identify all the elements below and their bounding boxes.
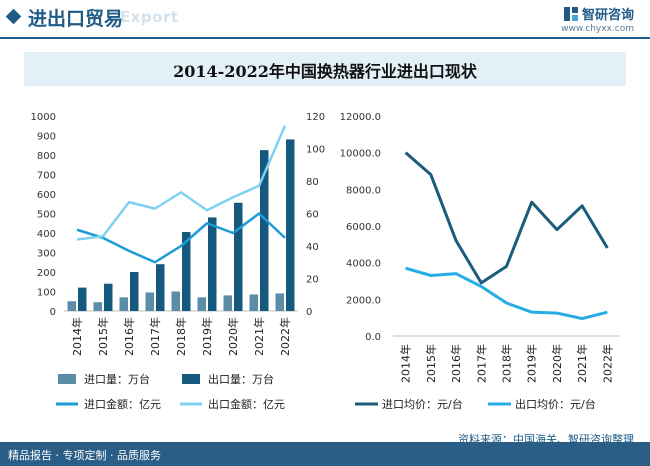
brand-label: 智研咨询 xyxy=(581,8,634,23)
left-x-tick-label: 2020年 xyxy=(226,317,240,356)
header-divider xyxy=(0,37,650,39)
legend-import-amount: 进口金额：亿元 xyxy=(84,397,161,411)
right-y-tick-label: 60 xyxy=(306,210,319,221)
left-x-tick-label: 2018年 xyxy=(174,317,188,356)
left-x-tick-label: 2014年 xyxy=(70,317,84,356)
right-y-tick-label: 100 xyxy=(306,145,325,156)
right-chart-y-tick-label: 8000.0 xyxy=(346,185,381,196)
right-chart-x-tick-label: 2020年 xyxy=(550,344,564,383)
import-volume-bar xyxy=(119,297,128,311)
export-volume-bar xyxy=(78,287,87,311)
import-volume-bar xyxy=(171,291,180,311)
import-volume-bar xyxy=(145,292,154,311)
header-english-watermark: Export xyxy=(120,8,179,26)
left-x-tick-label: 2021年 xyxy=(252,317,266,356)
export-volume-bar xyxy=(234,202,243,311)
left-x-tick-label: 2022年 xyxy=(278,317,292,356)
left-y-tick-label: 700 xyxy=(37,171,56,182)
page-footer: 精品报告 · 专项定制 · 品质服务 xyxy=(0,442,650,466)
brand-logo-icon xyxy=(563,7,578,21)
right-chart-x-tick-label: 2022年 xyxy=(600,344,614,383)
section-title: 进出口贸易 xyxy=(28,8,124,30)
right-chart-x-tick-label: 2019年 xyxy=(525,344,539,383)
export-volume-bar xyxy=(156,264,165,311)
left-y-tick-label: 900 xyxy=(37,132,56,143)
legend-export-volume-swatch xyxy=(182,374,200,384)
export-volume-bar xyxy=(182,232,191,311)
legend-import-volume: 进口量：万台 xyxy=(84,372,150,386)
export-price-line xyxy=(405,266,608,321)
left-y-tick-label: 200 xyxy=(37,268,56,279)
legend-import-price: 进口均价：元/台 xyxy=(382,397,463,411)
brand-name: 智研咨询 xyxy=(563,4,634,23)
import-volume-bar xyxy=(197,297,206,311)
left-y-tick-label: 1000 xyxy=(31,112,56,123)
right-chart-y-tick-label: 2000.0 xyxy=(346,295,381,306)
chart-title-bar xyxy=(24,52,626,86)
right-chart-x-tick-label: 2021年 xyxy=(575,344,589,383)
import-volume-bar xyxy=(67,301,76,311)
right-chart-y-tick-label: 0.0 xyxy=(365,332,381,343)
right-chart-y-tick-label: 12000.0 xyxy=(340,112,381,123)
right-y-tick-label: 80 xyxy=(306,177,319,188)
export-volume-bar xyxy=(260,150,269,311)
import-volume-bar xyxy=(275,293,284,311)
right-y-tick-label: 20 xyxy=(306,275,319,286)
left-y-tick-label: 300 xyxy=(37,249,56,260)
left-y-tick-label: 0 xyxy=(50,307,56,318)
legend-import-volume-swatch xyxy=(58,374,76,384)
legend-export-volume: 出口量：万台 xyxy=(208,372,274,386)
import-volume-bar xyxy=(223,295,232,311)
export-volume-bar xyxy=(286,139,295,311)
right-chart-x-tick-label: 2017年 xyxy=(474,344,488,383)
right-chart-x-tick-label: 2016年 xyxy=(449,344,463,383)
right-y-tick-label: 120 xyxy=(306,112,325,123)
left-y-tick-label: 500 xyxy=(37,210,56,221)
right-chart-y-tick-label: 4000.0 xyxy=(346,259,381,270)
import-volume-bar xyxy=(249,294,258,311)
page-header: Export 进出口贸易 智研咨询 www.chyxx.com xyxy=(0,0,650,40)
legend-export-amount: 出口金额：亿元 xyxy=(208,397,285,411)
import-price-line xyxy=(404,151,609,285)
right-chart-y-tick-label: 6000.0 xyxy=(346,222,381,233)
right-chart-y-tick-label: 10000.0 xyxy=(340,149,381,160)
import-amount-line xyxy=(76,212,286,264)
left-x-tick-label: 2019年 xyxy=(200,317,214,356)
left-y-tick-label: 400 xyxy=(37,229,56,240)
left-y-tick-label: 100 xyxy=(37,288,56,299)
left-x-tick-label: 2017年 xyxy=(148,317,162,356)
right-chart-x-tick-label: 2014年 xyxy=(399,344,413,383)
right-y-tick-label: 40 xyxy=(306,242,319,253)
export-volume-bar xyxy=(104,283,113,311)
left-y-tick-label: 800 xyxy=(37,151,56,162)
right-chart-x-tick-label: 2018年 xyxy=(500,344,514,383)
brand-url: www.chyxx.com xyxy=(561,24,634,34)
chart-title: 2014-2022年中国换热器行业进出口现状 xyxy=(173,62,477,81)
left-y-tick-label: 600 xyxy=(37,190,56,201)
import-volume-bar xyxy=(93,302,102,311)
export-volume-bar xyxy=(130,272,139,311)
right-chart-x-tick-label: 2015年 xyxy=(424,344,438,383)
legend-export-price: 出口均价：元/台 xyxy=(515,397,596,411)
export-volume-bar xyxy=(208,217,217,311)
right-y-tick-label: 0 xyxy=(306,307,312,318)
left-x-tick-label: 2016年 xyxy=(122,317,136,356)
footer-slogan: 精品报告 · 专项定制 · 品质服务 xyxy=(8,449,161,462)
export-amount-line xyxy=(76,125,287,241)
left-x-tick-label: 2015年 xyxy=(96,317,110,356)
